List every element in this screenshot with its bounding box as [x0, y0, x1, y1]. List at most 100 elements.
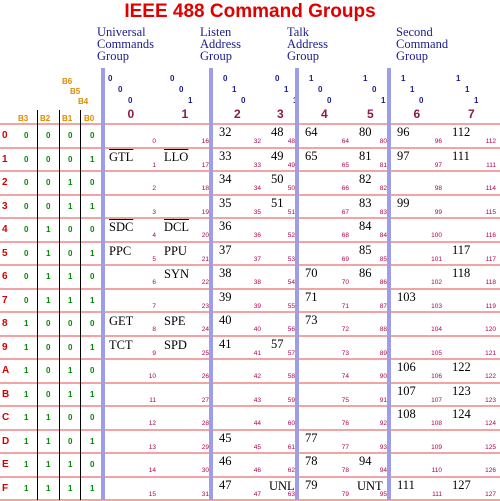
- cell-number: 61: [287, 443, 295, 451]
- group-divider: [387, 68, 391, 500]
- cell-number: 122: [485, 373, 496, 380]
- cell-number: 43: [253, 396, 261, 404]
- bit-label-low: B0: [84, 114, 95, 123]
- row-divider: [0, 452, 500, 454]
- address-value: 32: [219, 125, 232, 139]
- address-value: 46: [219, 454, 232, 468]
- cell-number: 12: [148, 420, 156, 427]
- row-bit-value: 0: [90, 460, 95, 469]
- row-hex-label: 9: [2, 341, 8, 353]
- cell-number: 107: [431, 396, 442, 404]
- cell-number: 72: [341, 326, 349, 333]
- row-divider: [0, 123, 500, 125]
- address-value: 83: [359, 195, 372, 210]
- cell-number: 84: [379, 232, 387, 239]
- cell-number: 21: [201, 255, 209, 263]
- cell-number: 90: [379, 373, 387, 380]
- address-value: 37: [219, 242, 232, 257]
- high-bit-value: 0: [419, 96, 424, 105]
- cell-number: 86: [379, 279, 387, 286]
- address-value: 40: [219, 313, 232, 327]
- group-divider: [101, 68, 105, 500]
- address-value: 82: [359, 172, 372, 186]
- row-bit-value: 0: [24, 225, 29, 234]
- row-divider: [0, 240, 500, 243]
- cell-number: 95: [379, 490, 387, 498]
- column-header: 1: [181, 107, 189, 121]
- address-value: 65: [305, 148, 318, 163]
- row-bit-value: 0: [24, 154, 29, 164]
- row-bit-value: 0: [90, 225, 95, 234]
- address-value: 97: [397, 148, 410, 163]
- row-bit-value: 1: [46, 272, 51, 281]
- row-bit-value: 0: [46, 178, 51, 187]
- cell-number: 16: [201, 138, 209, 145]
- high-bit-value: 1: [474, 96, 479, 105]
- cell-number: 69: [341, 255, 349, 263]
- address-value: 77: [305, 430, 318, 445]
- high-bit-value: 0: [118, 85, 123, 94]
- cell-number: 37: [253, 255, 261, 263]
- command-mnemonic: DCL: [164, 220, 189, 234]
- address-value: 33: [219, 148, 232, 163]
- bit-label-high: B5: [70, 87, 81, 96]
- cell-number: 14: [148, 467, 156, 474]
- cell-number: 44: [253, 420, 261, 427]
- column-header: 6: [413, 107, 421, 121]
- row-bit-value: 0: [90, 131, 95, 140]
- row-bit-value: 0: [46, 154, 51, 164]
- cell-number: 102: [431, 279, 442, 286]
- cell-number: 6: [152, 279, 156, 286]
- cell-number: 71: [341, 302, 349, 310]
- cell-number: 127: [485, 490, 496, 498]
- cell-number: 39: [253, 302, 261, 310]
- row-hex-label: A: [2, 365, 10, 376]
- cell-number: 51: [287, 208, 295, 216]
- cell-number: 41: [253, 349, 261, 357]
- row-bit-value: 1: [90, 389, 95, 399]
- row-bit-value: 1: [24, 460, 29, 469]
- cell-number: 60: [287, 420, 295, 427]
- address-value: 35: [219, 195, 232, 210]
- group-divider: [295, 68, 299, 500]
- row-divider: [0, 217, 500, 219]
- cell-number: 49: [287, 161, 295, 169]
- cell-number: 66: [341, 185, 349, 192]
- row-bit-value: 0: [24, 295, 29, 305]
- row-hex-label: C: [2, 412, 10, 423]
- cell-number: 97: [434, 161, 442, 169]
- command-mnemonic: GTL: [109, 149, 134, 164]
- row-bit-value: 1: [46, 483, 51, 493]
- cell-number: 34: [253, 185, 261, 192]
- command-mnemonic: GET: [109, 314, 134, 328]
- cell-number: 46: [253, 467, 261, 474]
- address-value: 34: [219, 172, 232, 186]
- cell-number: 105: [431, 349, 442, 357]
- cell-number: 30: [201, 467, 209, 474]
- row-bit-value: 1: [46, 436, 51, 446]
- cell-number: 20: [201, 232, 209, 239]
- row-bit-value: 1: [24, 319, 29, 328]
- row-bit-value: 0: [46, 342, 51, 352]
- row-bit-value: 1: [90, 483, 95, 493]
- high-bit-value: 1: [410, 85, 415, 94]
- address-value: 127: [452, 477, 471, 492]
- cell-number: 67: [341, 208, 349, 216]
- address-value: 107: [397, 383, 416, 398]
- bit-label-low: B2: [40, 114, 51, 123]
- row-bit-value: 0: [24, 248, 29, 258]
- cell-number: 111: [486, 161, 496, 169]
- column-header: 3: [277, 107, 284, 121]
- bit-label-low: B1: [62, 114, 73, 123]
- cell-number: 75: [341, 396, 349, 404]
- row-bit-value: 0: [68, 413, 73, 422]
- bit-column-divider: [37, 110, 38, 500]
- row-bit-value: 1: [46, 460, 51, 469]
- cell-number: 63: [287, 490, 295, 498]
- row-bit-value: 1: [68, 295, 73, 305]
- row-hex-label: 1: [2, 153, 8, 165]
- address-value: 96: [397, 125, 410, 139]
- row-bit-value: 0: [68, 225, 73, 234]
- group-header: Talk Address Group: [287, 25, 328, 63]
- row-bit-value: 0: [46, 366, 51, 375]
